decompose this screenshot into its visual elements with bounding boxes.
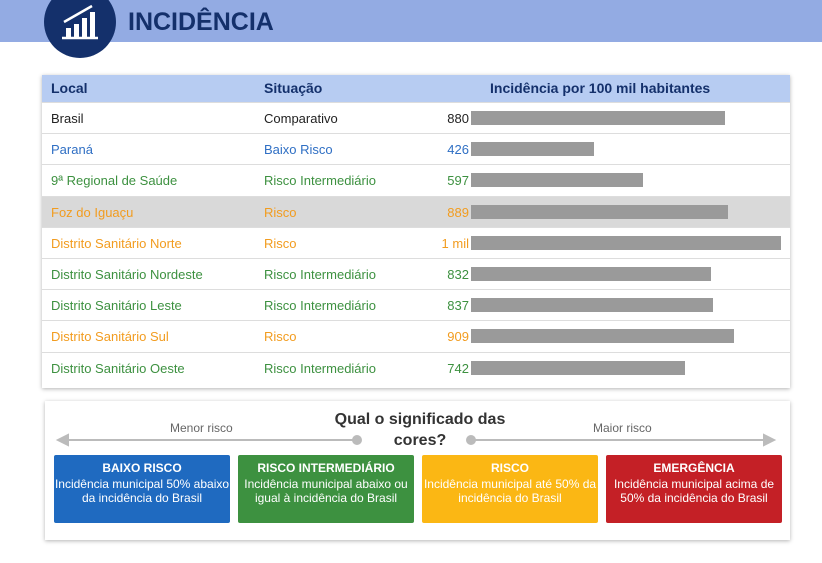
table-row: Distrito Sanitário Oeste Risco Intermediá… xyxy=(42,351,790,384)
incidence-value: 1 mil xyxy=(441,235,469,251)
situacao: Risco Intermediário xyxy=(264,360,376,376)
table-row: 9ª Regional de Saúde Risco Intermediário 5… xyxy=(42,164,790,196)
incidence-value: 832 xyxy=(447,267,469,282)
low-risk-label: Menor risco xyxy=(170,421,233,435)
table-row: Paraná Baixo Risco 426 xyxy=(42,133,790,165)
table: Local Situação Incidência por 100 mil ha… xyxy=(42,75,790,388)
situacao: Risco Intermediário xyxy=(264,267,376,282)
incidence-bar xyxy=(471,267,712,281)
incidence-value: 426 xyxy=(447,142,469,158)
incidence-bar xyxy=(471,235,781,250)
incidence-bar xyxy=(471,298,713,313)
legend-panel: Qual o significado das cores? Menor risc… xyxy=(45,401,790,540)
incidence-value: 597 xyxy=(447,173,469,189)
situacao: Baixo Risco xyxy=(264,142,333,158)
header-bar xyxy=(0,0,822,42)
table-row: Distrito Sanitário Leste Risco Intermediá… xyxy=(42,289,790,321)
table-header xyxy=(42,75,790,102)
icon-graphic xyxy=(62,4,98,40)
legend-box-title: BAIXO RISCO xyxy=(102,461,182,475)
table-row: Distrito Sanitário Sul Risco 909 xyxy=(42,320,790,352)
situacao: Risco xyxy=(264,329,297,345)
column-header: Local xyxy=(51,80,88,96)
local: Distrito Sanitário Nordeste xyxy=(51,267,203,282)
incidence-bar xyxy=(471,360,686,375)
local: 9ª Regional de Saúde xyxy=(51,173,178,189)
incidence-value: 742 xyxy=(447,360,469,376)
legend-arrows xyxy=(55,433,777,447)
page-title: INCIDÊNCIA xyxy=(128,8,274,36)
incidence-bar xyxy=(471,142,595,157)
column-header: Situação xyxy=(264,80,323,96)
local: Distrito Sanitário Oeste xyxy=(51,360,185,376)
table-row: Distrito Sanitário Norte Risco 1 mil xyxy=(42,226,790,259)
legend-box-title: RISCO xyxy=(490,461,529,475)
incidence-value: 909 xyxy=(447,329,469,345)
incidence-bar xyxy=(471,111,726,125)
situacao: Risco Intermediário xyxy=(264,173,376,189)
legend-box-text: Incidência municipal 50% abaixo da incid… xyxy=(54,477,230,505)
table-row: Foz do Iguaçu Risco 889 xyxy=(42,195,790,228)
local: Distrito Sanitário Norte xyxy=(51,235,182,251)
table-row: Distrito Sanitário Nordeste Risco Interme… xyxy=(42,258,790,290)
incidence-value: 889 xyxy=(447,204,469,220)
local: Foz do Iguaçu xyxy=(51,204,134,220)
high-risk-label: Maior risco xyxy=(593,421,652,435)
situacao: Risco Intermediário xyxy=(264,298,376,314)
situacao: Risco xyxy=(264,235,297,251)
legend-box-text: Incidência municipal abaixo ou igual à i… xyxy=(244,477,408,505)
table-row: Brasil Comparativo 880 xyxy=(42,102,790,134)
incidence-value: 837 xyxy=(447,298,469,314)
incidence-bar xyxy=(471,204,728,219)
legend-box-title: RISCO INTERMEDIÁRIO xyxy=(257,461,395,475)
legend-box-text: Incidência municipal até 50% da incidênc… xyxy=(423,477,597,505)
legend-box-title: EMERGÊNCIA xyxy=(653,461,735,475)
legend-title: Qual o significado das cores? xyxy=(334,411,506,449)
local: Paraná xyxy=(51,142,93,158)
incidence-value: 880 xyxy=(447,111,469,126)
local: Distrito Sanitário Sul xyxy=(51,329,169,345)
legend-box: RISCO Incidência municipal até 50% da inc… xyxy=(422,455,598,523)
local: Brasil xyxy=(51,111,84,126)
legend-box: EMERGÊNCIA Incidência municipal acima de … xyxy=(606,455,782,523)
column-header: Incidência por 100 mil habitantes xyxy=(490,80,711,96)
header-icon xyxy=(44,0,116,58)
legend-box: RISCO INTERMEDIÁRIO Incidência municipal … xyxy=(238,455,414,523)
local: Distrito Sanitário Leste xyxy=(51,298,182,314)
legend-box: BAIXO RISCO Incidência municipal 50% abai… xyxy=(54,455,230,523)
legend-box-text: Incidência municipal acima de 50% da inc… xyxy=(613,477,775,505)
incidence-bar xyxy=(471,173,644,188)
situacao: Comparativo xyxy=(264,111,338,126)
situacao: Risco xyxy=(264,204,297,220)
incidence-bar xyxy=(471,329,734,344)
